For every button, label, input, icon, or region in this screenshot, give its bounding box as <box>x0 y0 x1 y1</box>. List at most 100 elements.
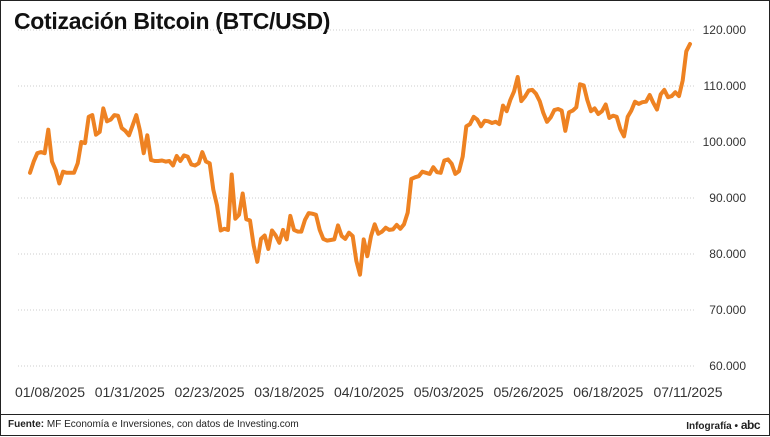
price-point <box>124 130 126 132</box>
price-point <box>612 115 614 117</box>
y-tick-label: 120.000 <box>703 23 747 37</box>
price-point <box>84 142 86 144</box>
price-point <box>304 219 306 221</box>
price-point <box>484 120 486 122</box>
price-point <box>231 173 233 176</box>
price-point <box>388 229 390 231</box>
x-tick-label: 01/08/2025 <box>15 384 85 400</box>
price-point <box>381 231 383 233</box>
price-point <box>88 116 90 118</box>
price-point <box>575 106 577 108</box>
price-point <box>293 229 295 231</box>
price-point <box>667 96 669 98</box>
price-point <box>275 234 277 237</box>
price-point <box>392 228 394 230</box>
price-point <box>344 238 346 240</box>
price-point <box>73 172 75 174</box>
price-point <box>117 115 119 117</box>
price-point <box>366 255 368 257</box>
price-point <box>421 171 423 173</box>
price-point <box>194 164 196 167</box>
price-point <box>245 218 247 220</box>
price-point <box>168 160 170 162</box>
price-point <box>128 134 130 136</box>
price-point <box>410 178 412 180</box>
price-point <box>656 108 658 111</box>
price-point <box>33 161 35 163</box>
price-point <box>220 229 222 232</box>
price-point <box>443 159 445 162</box>
price-point <box>363 238 365 240</box>
price-point <box>260 238 262 240</box>
price-point <box>172 164 174 167</box>
price-point <box>436 171 438 173</box>
price-point <box>47 129 49 131</box>
price-point <box>212 189 214 191</box>
price-point <box>150 159 152 161</box>
price-point <box>91 114 93 116</box>
price-point <box>370 235 372 237</box>
footer: Fuente: MF Economía e Inversiones, con d… <box>0 414 770 437</box>
y-tick-label: 80.000 <box>709 247 746 261</box>
price-point <box>561 110 563 112</box>
y-tick-label: 70.000 <box>709 303 746 317</box>
price-point <box>671 95 673 97</box>
price-point <box>546 121 548 123</box>
y-tick-label: 100.000 <box>703 135 747 149</box>
price-point <box>271 229 273 232</box>
price-point <box>355 260 357 262</box>
price-point <box>638 103 640 105</box>
price-point <box>319 229 321 231</box>
price-point <box>234 218 236 220</box>
price-point <box>205 161 207 163</box>
y-tick-label: 60.000 <box>709 359 746 373</box>
price-point <box>348 232 350 234</box>
price-point <box>143 152 145 154</box>
price-point <box>590 110 592 112</box>
price-point <box>506 110 508 112</box>
price-point <box>605 103 607 106</box>
abc-logo: abc <box>740 418 761 432</box>
price-point <box>601 110 603 112</box>
price-point <box>40 151 42 153</box>
price-point <box>51 161 53 163</box>
price-point <box>480 125 482 127</box>
x-tick-label: 05/03/2025 <box>414 384 484 400</box>
price-point <box>337 224 339 226</box>
price-point <box>187 156 189 158</box>
price-point <box>649 94 651 96</box>
price-point <box>396 224 398 226</box>
source-text: MF Economía e Inversiones, con datos de … <box>46 419 299 430</box>
price-point <box>132 124 134 126</box>
price-point <box>374 223 376 225</box>
price-point <box>520 100 522 102</box>
price-point <box>418 175 420 177</box>
price-point <box>550 116 552 118</box>
price-point <box>99 131 101 133</box>
source-label: Fuente: <box>8 419 45 430</box>
price-point <box>121 127 123 129</box>
price-point <box>645 101 647 103</box>
price-point <box>458 170 460 172</box>
price-point <box>608 117 610 119</box>
price-point <box>69 172 71 174</box>
price-point <box>377 233 379 235</box>
price-point <box>498 123 500 125</box>
price-point <box>55 169 57 171</box>
price-point <box>594 107 596 109</box>
price-point <box>62 171 64 173</box>
price-point <box>432 166 434 168</box>
price-point <box>139 130 141 132</box>
price-point <box>146 134 148 136</box>
price-point <box>495 121 497 123</box>
price-point <box>542 112 544 114</box>
credit: Infografía • abc <box>686 418 760 432</box>
price-point <box>597 113 599 115</box>
price-point <box>315 214 317 216</box>
price-point <box>77 162 79 164</box>
price-point <box>447 158 449 160</box>
price-point <box>660 93 662 95</box>
price-point <box>216 204 218 206</box>
btc-price-line <box>28 42 692 277</box>
price-point <box>476 119 478 121</box>
